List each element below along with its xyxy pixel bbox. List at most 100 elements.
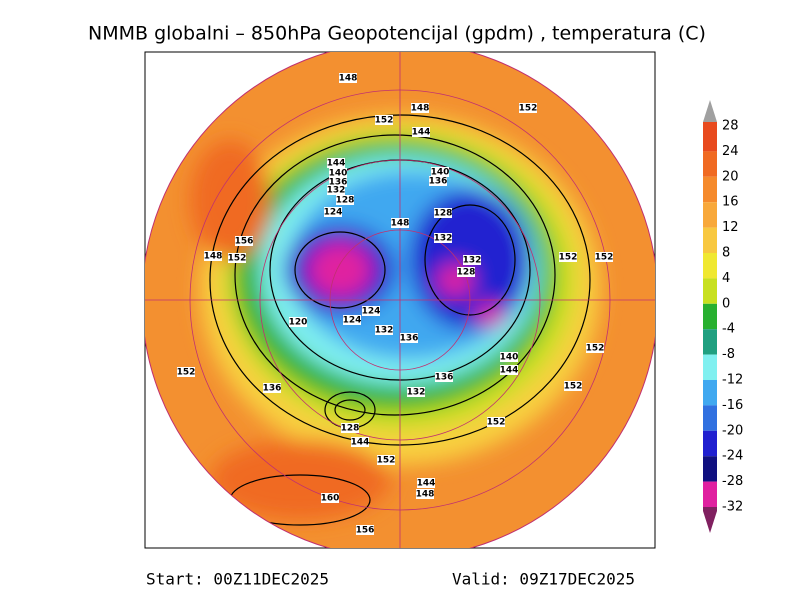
contour-label: 156 [356,526,375,536]
label-box [339,73,357,83]
contour-label: 160 [321,494,340,504]
contour-label: 128 [336,196,355,206]
contour-label: 136 [329,178,348,188]
contour-label: 128 [434,209,453,219]
contour-label: 140 [431,168,450,178]
label-box [327,185,345,195]
contour-label: 132 [463,256,482,266]
contour-label: 152 [487,418,506,428]
colorbar-band [703,481,717,507]
contour-label: 148 [411,104,430,114]
label-box [391,218,409,228]
colorbar-band [703,253,717,279]
label-box [327,158,345,168]
colorbar-tick-label: -20 [722,423,743,438]
label-box [329,177,347,187]
label-box [417,478,435,488]
label-box [377,455,395,465]
colorbar-band [703,405,717,431]
label-box [289,317,307,327]
colorbar-tick-label: 8 [722,246,730,261]
colorbar-tick-label: 24 [722,144,739,159]
label-box [362,306,380,316]
label-box [343,315,361,325]
contour-label: 152 [228,254,247,264]
contour-label: 144 [327,159,346,169]
colorbar-band [703,303,717,330]
label-box [375,115,393,125]
label-box [235,236,253,246]
colorbar-band [703,227,717,253]
contour-label: 136 [429,177,448,187]
label-box [416,489,434,499]
colorbar-band [703,456,717,482]
colorbar-band [703,354,717,380]
label-box [500,365,518,375]
label-box [228,253,246,263]
label-box [356,525,374,535]
label-box [595,252,613,262]
contour-label: 124 [324,208,343,218]
contour-label: 152 [586,344,605,354]
label-box [412,127,430,137]
label-box [263,383,281,393]
label-box [411,103,429,113]
label-box [400,333,418,343]
colorbar-band [703,122,717,152]
valid-time: Valid: 09Z17DEC2025 [452,570,635,589]
contour-label: 148 [339,74,358,84]
label-box [431,167,449,177]
contour-label: 148 [204,252,223,262]
colorbar-tick-label: 0 [722,296,730,311]
colorbar-tick-label: -4 [722,322,735,337]
contour-label: 136 [400,334,419,344]
colorbar-tick-label: -12 [722,373,743,388]
label-box [336,195,354,205]
contour-label: 132 [375,326,394,336]
colorbar-tick-label: -32 [722,500,743,515]
colorbar-band [703,151,717,177]
contour-label: 152 [595,253,614,263]
contour-label: 152 [559,253,578,263]
label-box [351,437,369,447]
colorbar-band [703,202,717,228]
start-time: Start: 00Z11DEC2025 [146,570,329,589]
contour-label: 120 [289,318,308,328]
colorbar-band [703,176,717,203]
label-box [457,267,475,277]
label-box [434,233,452,243]
contour-label: 144 [417,479,436,489]
contour-label: 156 [235,237,254,247]
contour-label: 132 [407,388,426,398]
label-box [487,417,505,427]
contour-label: 128 [457,268,476,278]
label-box [519,103,537,113]
contour-label: 152 [519,104,538,114]
colorbar-tick-label: -8 [722,347,735,362]
contour-label: 136 [435,373,454,383]
contour-label: 152 [377,456,396,466]
label-box [407,387,425,397]
contour-label: 148 [391,219,410,229]
label-box [564,381,582,391]
colorbar-band [703,507,717,511]
colorbar-band [703,380,717,406]
colorbar-tick-label: -28 [722,474,743,489]
contour-label: 132 [434,234,453,244]
label-box [321,493,339,503]
contour-label: 136 [263,384,282,394]
colorbar-tick-label: 20 [722,169,739,184]
label-box [375,325,393,335]
label-box [177,367,195,377]
contour-label: 144 [500,366,519,376]
label-box [341,423,359,433]
contour-label: 132 [327,186,346,196]
contour-label: 144 [412,128,431,138]
contour-label: 140 [329,169,348,179]
label-box [329,168,347,178]
colorbar-tick-label: 28 [722,119,739,134]
colorbar-band [703,329,717,355]
label-box [324,207,342,217]
label-box [204,251,222,261]
